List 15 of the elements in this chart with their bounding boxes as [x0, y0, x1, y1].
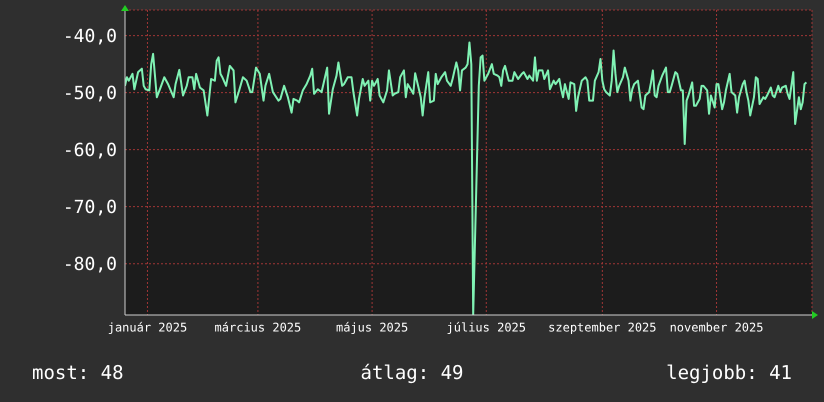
text: legjobb: 41 [666, 362, 792, 384]
x-tick-label: július 2025 [446, 320, 526, 335]
y-tick-label: -40,0 [62, 26, 117, 48]
y-tick-label: -70,0 [62, 197, 117, 218]
x-tick-label: november 2025 [670, 320, 764, 335]
y-tick-label: -50,0 [62, 83, 117, 104]
line-series [125, 41, 808, 315]
text: most: 48 [32, 362, 124, 384]
x-tick-label: szeptember 2025 [548, 320, 657, 335]
text: átlag: 49 [360, 362, 464, 384]
x-tick-label: január 2025 [108, 320, 188, 335]
x-tick-label: március 2025 [214, 320, 302, 335]
y-tick-label: -60,0 [62, 140, 117, 162]
x-tick-label: május 2025 [336, 320, 408, 335]
y-tick-label: -80,0 [62, 254, 117, 276]
